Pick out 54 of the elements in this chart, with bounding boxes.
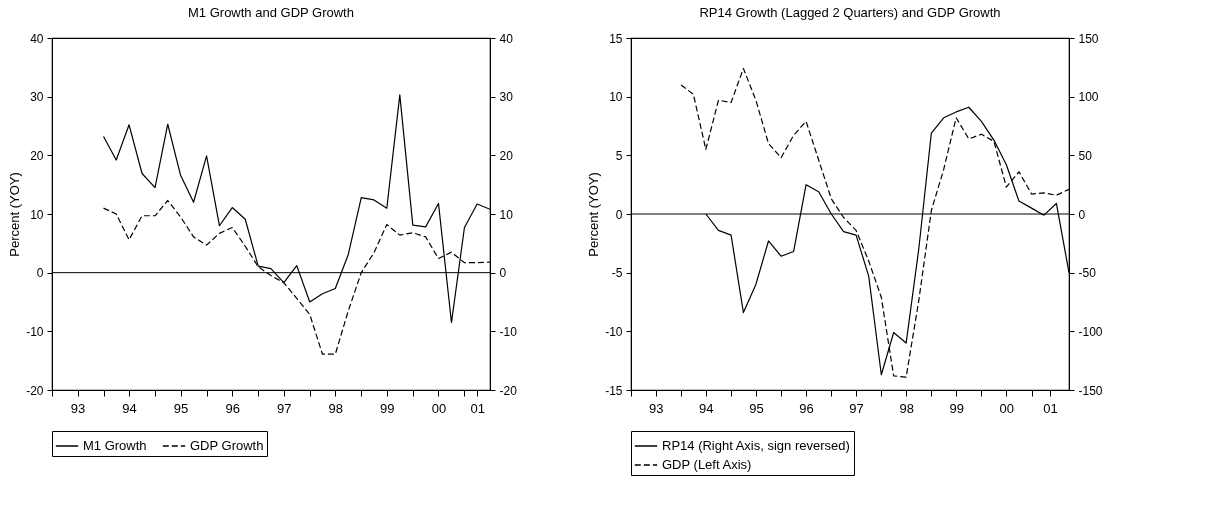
y2-tick-label: 0 (499, 266, 507, 281)
x-tick-label: 96 (225, 400, 240, 416)
chart-title: M1 Growth and GDP Growth (188, 5, 354, 20)
y-tick-label: -5 (611, 266, 623, 281)
y2-tick-label: 50 (1078, 148, 1093, 163)
y2-tick-label: 10 (499, 207, 514, 222)
y2-tick-label: -50 (1078, 266, 1097, 281)
x-tick-label: 94 (699, 400, 714, 416)
x-tick-label: 95 (749, 400, 764, 416)
x-tick-label: 99 (949, 400, 964, 416)
y2-tick-label: -20 (499, 383, 518, 398)
y2-tick-label: -150 (1078, 383, 1103, 398)
legend-label: M1 Growth (83, 438, 147, 453)
y-axis-title: Percent (YOY) (7, 172, 23, 257)
x-tick-label: 00 (999, 400, 1015, 416)
y-tick-label: 0 (36, 266, 44, 281)
x-tick-label: 97 (277, 400, 292, 416)
y-tick-label: 5 (615, 148, 623, 163)
x-tick-label: 95 (173, 400, 189, 416)
y2-tick-label: 40 (499, 31, 514, 46)
y-tick-label: -15 (605, 383, 623, 398)
y2-tick-label: 100 (1078, 90, 1099, 105)
y2-tick-label: -100 (1078, 324, 1103, 339)
y-tick-label: -10 (605, 324, 623, 339)
x-tick-label: 93 (649, 400, 664, 416)
x-tick-label: 96 (799, 400, 814, 416)
y2-tick-label: -10 (499, 324, 518, 339)
x-tick-label: 99 (380, 400, 395, 416)
x-tick-label: 00 (431, 400, 447, 416)
y2-tick-label: 30 (499, 90, 514, 105)
chart-title: RP14 Growth (Lagged 2 Quarters) and GDP Growth (699, 5, 1001, 20)
x-tick-label: 93 (70, 400, 86, 416)
y2-tick-label: 20 (499, 148, 514, 163)
x-tick-label: 01 (1043, 400, 1058, 416)
y-tick-label: 20 (30, 148, 44, 163)
x-tick-label: 98 (899, 400, 914, 416)
x-tick-label: 01 (470, 400, 485, 416)
y2-tick-label: 150 (1078, 31, 1099, 46)
y-tick-label: -20 (26, 383, 44, 398)
y-axis-title: Percent (YOY) (586, 172, 602, 257)
legend-label: GDP (Left Axis) (662, 457, 752, 472)
x-tick-label: 98 (328, 400, 344, 416)
y-tick-label: 40 (30, 31, 44, 46)
y-tick-label: 10 (30, 207, 44, 222)
legend-label: RP14 (Right Axis, sign reversed) (662, 438, 850, 453)
x-tick-label: 94 (122, 400, 137, 416)
y-tick-label: 30 (30, 90, 44, 105)
x-tick-label: 97 (849, 400, 864, 416)
y-tick-label: 10 (609, 90, 623, 105)
y-tick-label: 15 (609, 31, 623, 46)
y2-tick-label: 0 (1078, 207, 1086, 222)
y-tick-label: 0 (615, 207, 623, 222)
legend-label: GDP Growth (190, 438, 264, 453)
y-tick-label: -10 (26, 324, 44, 339)
